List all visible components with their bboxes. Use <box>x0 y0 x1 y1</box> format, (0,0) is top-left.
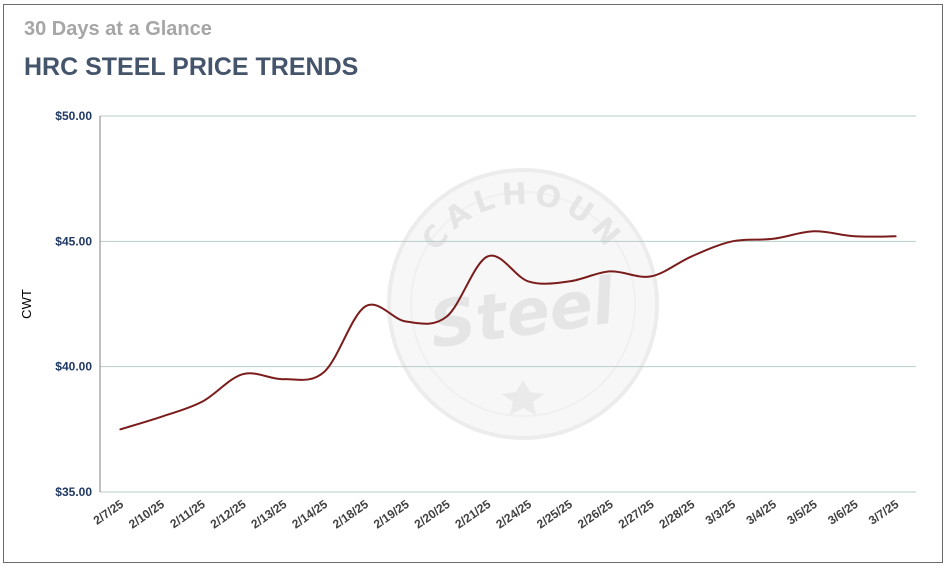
x-tick-label: 2/18/25 <box>330 497 371 532</box>
x-tick-label: 2/21/25 <box>452 497 493 532</box>
x-tick-label: 2/13/25 <box>248 497 289 532</box>
y-tick-label: $45.00 <box>55 234 92 248</box>
y-tick-label: $40.00 <box>55 360 92 374</box>
x-tick-label: 2/27/25 <box>616 497 657 532</box>
x-tick-label: 2/25/25 <box>534 497 575 532</box>
x-tick-label: 3/5/25 <box>784 497 820 528</box>
x-tick-label: 2/10/25 <box>126 497 167 532</box>
x-tick-label: 3/7/25 <box>866 497 902 528</box>
chart-title: HRC STEEL PRICE TRENDS <box>24 53 359 81</box>
x-tick-label: 2/28/25 <box>656 497 697 532</box>
x-tick-label: 2/11/25 <box>167 497 208 531</box>
x-tick-label: 2/20/25 <box>412 497 453 532</box>
x-tick-label: 3/6/25 <box>825 497 861 528</box>
calhoun-steel-watermark-logo: CALHOUN Steel <box>387 168 659 440</box>
y-axis-label: CWT <box>19 289 34 319</box>
x-tick-label: 2/19/25 <box>371 497 412 532</box>
x-tick-label: 2/12/25 <box>208 497 249 532</box>
x-tick-label: 3/3/25 <box>703 497 739 528</box>
series-line-hrc-price <box>119 230 897 431</box>
x-tick-label: 2/14/25 <box>289 497 330 532</box>
x-tick-label: 2/26/25 <box>575 497 616 532</box>
x-tick-label: 2/7/25 <box>91 497 127 528</box>
y-tick-label: $35.00 <box>55 485 92 499</box>
x-tick-label: 3/4/25 <box>744 497 780 528</box>
y-tick-label: $50.00 <box>55 109 92 123</box>
watermark-star-icon <box>502 380 544 415</box>
x-tick-label: 2/24/25 <box>493 497 534 532</box>
chart-subtitle: 30 Days at a Glance <box>24 18 212 40</box>
